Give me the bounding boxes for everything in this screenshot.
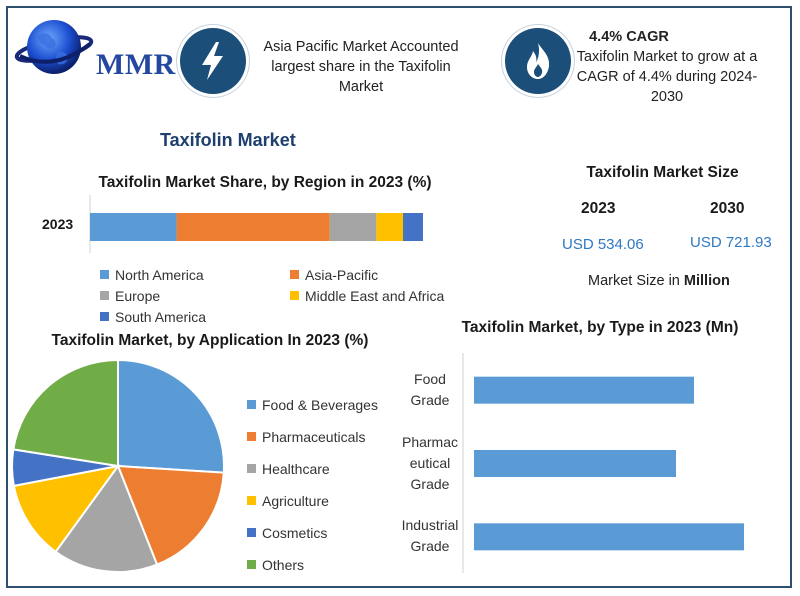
cagr-title: 4.4% CAGR xyxy=(589,29,669,45)
region-stacked-bar-chart: 2023 xyxy=(42,195,423,253)
region-bar-segment-europe xyxy=(329,213,377,241)
market-size-value-2023: USD 534.06 xyxy=(562,236,644,253)
type-bar-pharmaceutical-grade xyxy=(474,450,676,477)
flame-icon xyxy=(505,28,571,94)
region-bar-segment-north-america xyxy=(90,213,177,241)
market-size-value-2030: USD 721.93 xyxy=(690,234,772,251)
lightning-icon xyxy=(180,28,246,94)
type-category-label-industrial-grade: Industrial Grade xyxy=(385,515,475,557)
legend-swatch xyxy=(290,270,299,279)
application-legend-item-agriculture: Agriculture xyxy=(247,493,329,509)
page-title: Taxifolin Market xyxy=(160,130,296,150)
application-pie-chart xyxy=(11,358,225,573)
type-category-label-line: Grade xyxy=(410,391,450,408)
market-size-unit-bold: Million xyxy=(683,273,730,289)
market-size-unit-prefix: Market Size in xyxy=(588,273,684,289)
application-legend-item-others: Others xyxy=(247,557,304,573)
cagr-text: Taxifolin Market to grow at a CAGR of 4.… xyxy=(576,49,758,105)
type-category-label-line: Industrial xyxy=(401,517,459,534)
region-bar-segment-south-america xyxy=(403,213,423,241)
region-bar-segment-middle-east-and-africa xyxy=(376,213,404,241)
region-legend-label: South America xyxy=(115,309,207,325)
infographic-frame xyxy=(6,6,792,588)
type-bar-chart xyxy=(462,353,744,573)
legend-swatch xyxy=(247,432,256,441)
legend-swatch xyxy=(100,270,109,279)
region-bar-segment-asia-pacific xyxy=(176,213,330,241)
type-category-label-pharmaceutical-grade: Pharmac eutical Grade xyxy=(385,432,475,495)
region-legend-item-europe: Europe xyxy=(100,288,160,304)
market-size-year-2030: 2030 xyxy=(710,200,745,217)
type-chart-title: Taxifolin Market, by Type in 2023 (Mn) xyxy=(461,319,739,336)
globe-icon xyxy=(14,20,94,74)
application-legend-label: Others xyxy=(262,557,305,573)
type-category-label-line: Grade xyxy=(410,475,450,492)
application-legend-label: Agriculture xyxy=(262,493,329,509)
market-size-title: Taxifolin Market Size xyxy=(586,164,739,181)
application-legend-item-cosmetics: Cosmetics xyxy=(247,525,327,541)
region-legend-item-south-america: South America xyxy=(100,309,206,325)
legend-swatch xyxy=(247,400,256,409)
legend-swatch xyxy=(100,291,109,300)
application-chart-title: Taxifolin Market, by Application In 2023… xyxy=(51,332,369,349)
type-category-label-line: eutical xyxy=(409,454,451,471)
application-legend-label: Pharmaceuticals xyxy=(262,429,366,445)
pie-slice-agriculture xyxy=(12,464,121,554)
mmr-logo: MMR xyxy=(14,14,175,84)
application-legend-label: Food & Beverages xyxy=(262,397,378,413)
legend-swatch xyxy=(247,496,256,505)
region-chart-title: Taxifolin Market Share, by Region in 202… xyxy=(98,174,432,191)
application-legend-item-healthcare: Healthcare xyxy=(247,461,330,477)
pie-slice-others xyxy=(12,358,119,468)
region-legend-label: North America xyxy=(115,267,204,283)
region-legend-label: Europe xyxy=(115,288,161,304)
region-legend-item-asia-pacific: Asia-Pacific xyxy=(290,267,378,283)
logo-wordmark: MMR xyxy=(96,48,176,81)
highlight-text: Asia Pacific Market Accounted largest sh… xyxy=(263,39,459,95)
region-legend-label: Middle East and Africa xyxy=(305,288,445,304)
application-legend-label: Cosmetics xyxy=(262,525,328,541)
type-category-label-line: Grade xyxy=(410,538,450,555)
legend-swatch xyxy=(100,312,109,321)
legend-swatch xyxy=(247,560,256,569)
type-bar-food-grade xyxy=(474,376,694,404)
application-legend-item-food-beverages: Food & Beverages xyxy=(247,397,378,413)
type-bar-industrial-grade xyxy=(474,523,744,551)
region-legend-item-north-america: North America xyxy=(100,267,204,283)
market-size-year-2023: 2023 xyxy=(581,200,616,217)
legend-swatch xyxy=(247,528,256,537)
region-legend-item-middle-east-and-africa: Middle East and Africa xyxy=(290,288,444,304)
application-legend-label: Healthcare xyxy=(262,461,330,477)
market-size-unit: Market Size in Million xyxy=(588,273,730,289)
legend-swatch xyxy=(247,464,256,473)
pie-slice-healthcare xyxy=(54,463,159,573)
region-legend-label: Asia-Pacific xyxy=(305,267,379,283)
pie-slice-pharmaceuticals xyxy=(116,464,225,566)
type-category-label-line: Pharmac xyxy=(401,433,459,450)
type-category-label-food-grade: Food Grade xyxy=(385,369,475,411)
pie-slice-food-beverages xyxy=(117,358,225,474)
legend-swatch xyxy=(290,291,299,300)
application-legend-item-pharmaceuticals: Pharmaceuticals xyxy=(247,429,366,445)
type-category-label-line: Food xyxy=(414,370,446,387)
region-year-label: 2023 xyxy=(42,216,73,232)
